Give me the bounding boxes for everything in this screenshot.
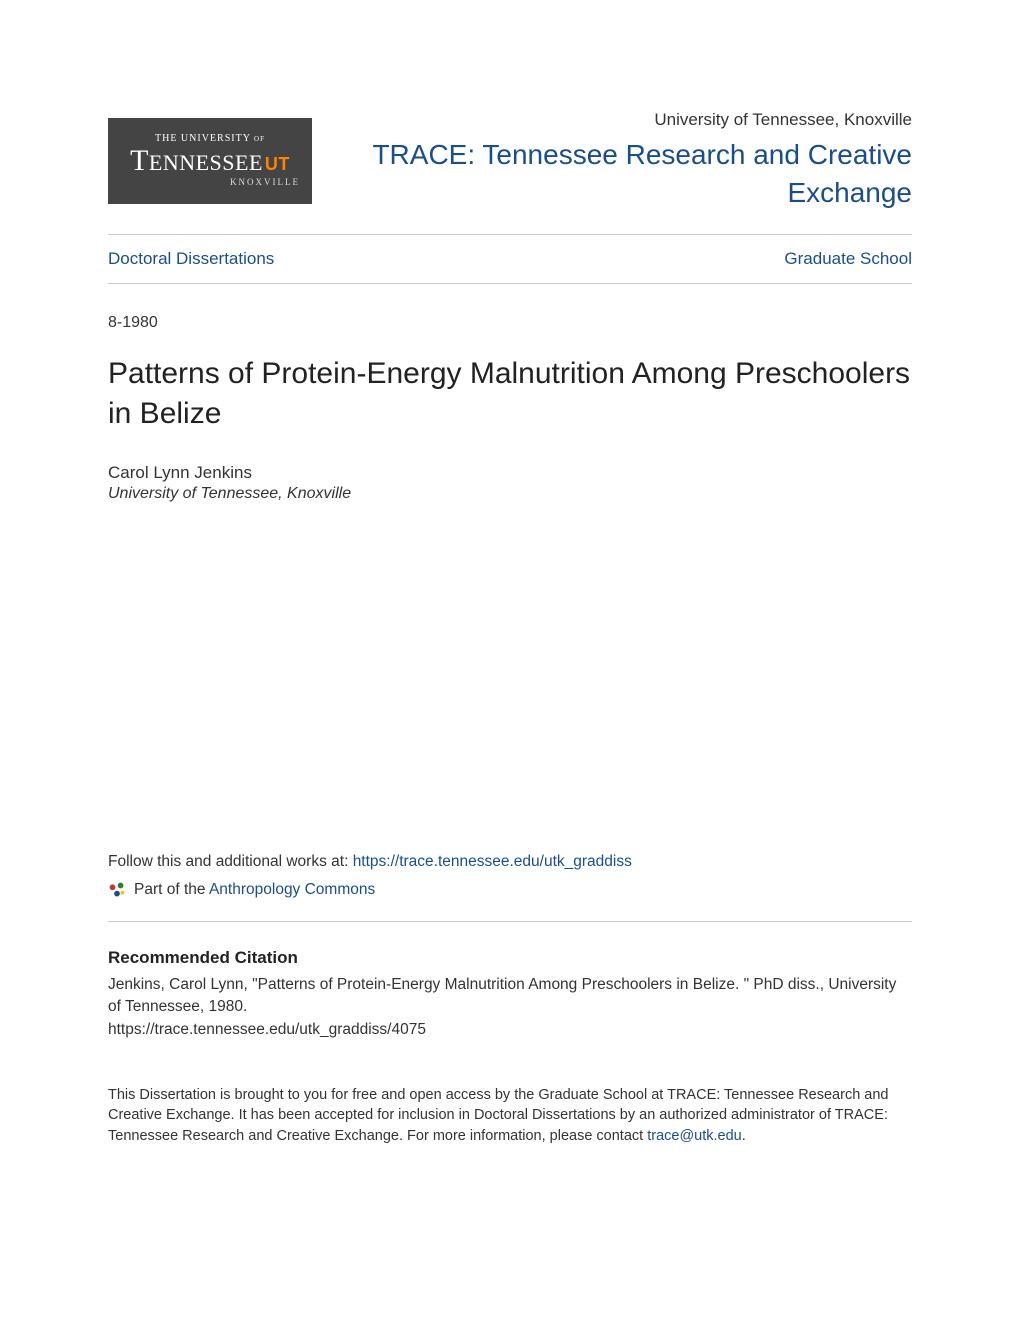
- institution-name: University of Tennessee, Knoxville: [336, 110, 912, 130]
- page-container: THE UNIVERSITY of TENNESSEEUT KNOXVILLE …: [0, 0, 1020, 1206]
- citation-body: Jenkins, Carol Lynn, "Patterns of Protei…: [108, 974, 912, 1041]
- citation-heading: Recommended Citation: [108, 948, 912, 968]
- commons-link[interactable]: Anthropology Commons: [209, 881, 375, 898]
- logo-line-2: TENNESSEEUT: [130, 145, 290, 177]
- access-statement: This Dissertation is brought to you for …: [108, 1085, 912, 1146]
- header-text-block: University of Tennessee, Knoxville TRACE…: [336, 110, 912, 212]
- repository-link[interactable]: TRACE: Tennessee Research and Creative E…: [372, 139, 912, 208]
- community-link[interactable]: Graduate School: [784, 249, 912, 269]
- author-affiliation: University of Tennessee, Knoxville: [108, 485, 912, 503]
- author-name: Carol Lynn Jenkins: [108, 463, 912, 483]
- institution-logo[interactable]: THE UNIVERSITY of TENNESSEEUT KNOXVILLE: [108, 118, 312, 204]
- contact-email-link[interactable]: trace@utk.edu: [647, 1128, 742, 1144]
- document-title: Patterns of Protein-Energy Malnutrition …: [108, 354, 912, 435]
- author-block: Carol Lynn Jenkins University of Tenness…: [108, 463, 912, 503]
- logo-line-3: KNOXVILLE: [230, 178, 300, 187]
- header: THE UNIVERSITY of TENNESSEEUT KNOXVILLE …: [108, 110, 912, 235]
- publication-date: 8-1980: [108, 314, 912, 332]
- collection-link[interactable]: Doctoral Dissertations: [108, 249, 274, 269]
- part-of-text: Part of the Anthropology Commons: [134, 881, 375, 899]
- follow-line: Follow this and additional works at: htt…: [108, 853, 912, 871]
- spacer: [108, 503, 912, 853]
- network-icon: [108, 881, 126, 899]
- breadcrumb-row: Doctoral Dissertations Graduate School: [108, 235, 912, 284]
- follow-url-link[interactable]: https://trace.tennessee.edu/utk_graddiss: [353, 853, 632, 870]
- part-of-line: Part of the Anthropology Commons: [108, 881, 912, 922]
- repository-title: TRACE: Tennessee Research and Creative E…: [336, 136, 912, 212]
- logo-line-1: THE UNIVERSITY of: [155, 134, 265, 145]
